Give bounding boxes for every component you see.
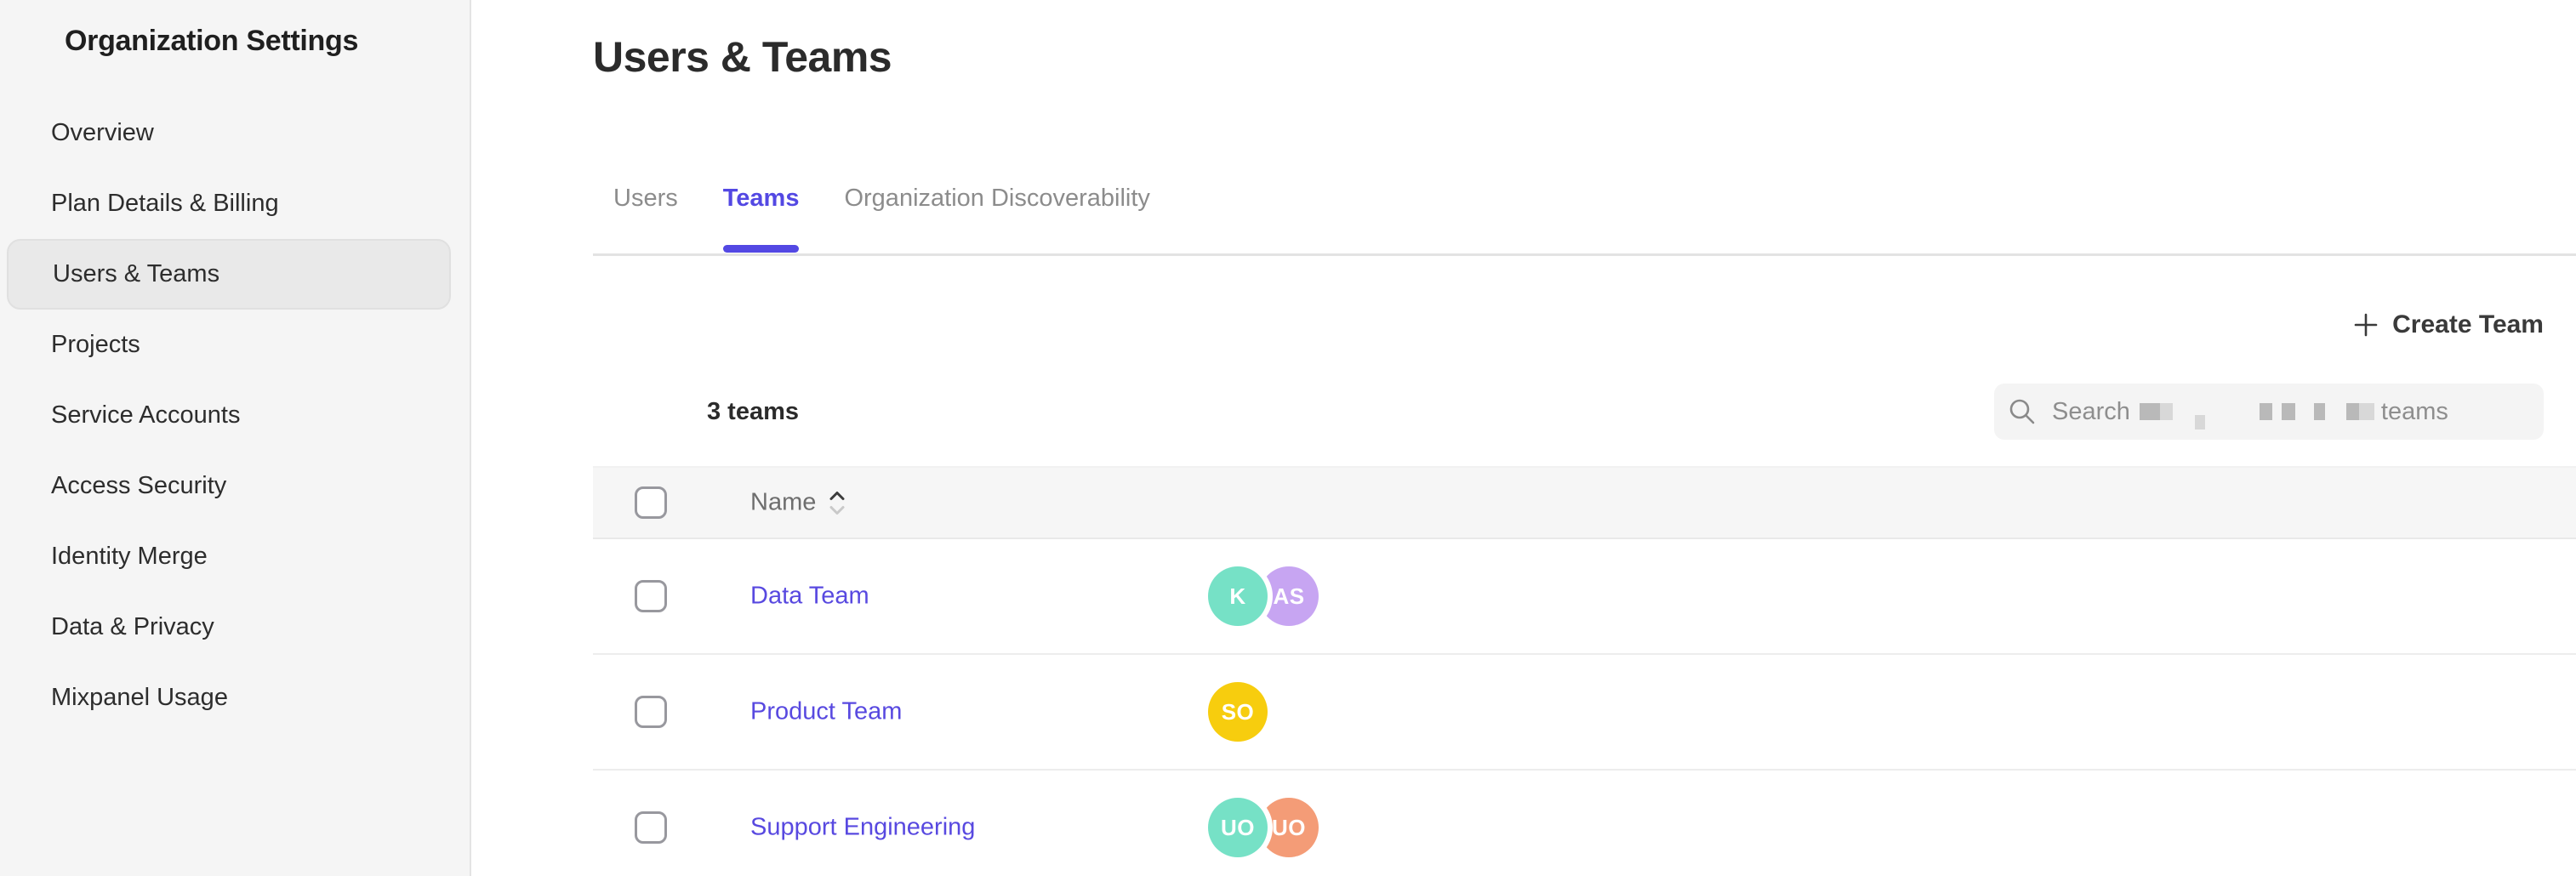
- tab-teams[interactable]: Teams: [722, 183, 800, 253]
- redacted-block: [2194, 414, 2205, 429]
- sidebar-item-mixpanel-usage[interactable]: Mixpanel Usage: [51, 684, 228, 711]
- main-content: Users & Teams Users Teams Organization D…: [471, 0, 2576, 876]
- tab-divider: [593, 253, 2576, 256]
- search-placeholder-suffix: teams: [2380, 397, 2448, 425]
- search-teams-input[interactable]: Search teams: [1994, 384, 2544, 440]
- team-name-link[interactable]: Data Team: [750, 582, 869, 610]
- team-name-link[interactable]: Product Team: [750, 697, 903, 725]
- sidebar-item-service-accounts[interactable]: Service Accounts: [51, 401, 241, 429]
- search-placeholder-prefix: Search: [2052, 397, 2130, 425]
- plus-icon: [2354, 313, 2378, 337]
- avatar: SO: [1208, 682, 1268, 742]
- row-checkbox[interactable]: [635, 580, 667, 612]
- avatar-group: UO UO: [1208, 798, 1319, 857]
- avatar-group: K AS: [1208, 566, 1319, 626]
- redacted-block: [2139, 403, 2160, 420]
- teams-count: 3 teams: [707, 398, 800, 425]
- name-column-header[interactable]: Name: [750, 489, 846, 517]
- teams-table: Name Data Team K AS Product Team: [593, 466, 2576, 876]
- redacted-block: [2259, 403, 2272, 420]
- redacted-block: [2159, 403, 2173, 420]
- name-column-label: Name: [750, 488, 817, 516]
- avatar: AS: [1259, 566, 1319, 626]
- create-team-label: Create Team: [2392, 310, 2544, 338]
- tab-bar: Users Teams Organization Discoverability: [613, 183, 1150, 253]
- create-team-button[interactable]: Create Team: [2353, 306, 2544, 344]
- table-row: Product Team SO: [593, 655, 2576, 771]
- active-tab-underline: [722, 245, 800, 253]
- sort-icon: [829, 491, 845, 515]
- row-checkbox[interactable]: [635, 811, 667, 844]
- sidebar-item-projects[interactable]: Projects: [51, 331, 140, 358]
- avatar: UO: [1259, 798, 1319, 857]
- sidebar-item-access-security[interactable]: Access Security: [51, 472, 227, 499]
- select-all-checkbox[interactable]: [635, 486, 667, 519]
- redacted-block: [2345, 403, 2359, 420]
- redacted-block: [2313, 403, 2325, 420]
- avatar: UO: [1208, 798, 1268, 857]
- sidebar-item-data-privacy[interactable]: Data & Privacy: [51, 613, 214, 640]
- sidebar-title: Organization Settings: [65, 25, 359, 57]
- search-icon: [2009, 399, 2035, 424]
- avatar: K: [1208, 566, 1268, 626]
- sidebar-item-overview[interactable]: Overview: [51, 119, 154, 146]
- tab-users[interactable]: Users: [613, 185, 678, 212]
- table-row: Support Engineering UO UO: [593, 771, 2576, 876]
- avatar-group: SO: [1208, 682, 1268, 742]
- sidebar-item-plan-details-billing[interactable]: Plan Details & Billing: [51, 190, 279, 217]
- sidebar-nav: Overview Plan Details & Billing Users & …: [0, 98, 470, 733]
- page-title: Users & Teams: [593, 33, 892, 81]
- tab-organization-discoverability[interactable]: Organization Discoverability: [844, 185, 1150, 212]
- team-name-link[interactable]: Support Engineering: [750, 813, 976, 841]
- sidebar-item-users-teams[interactable]: Users & Teams: [7, 239, 451, 310]
- sidebar-item-identity-merge[interactable]: Identity Merge: [51, 543, 208, 570]
- table-header-row: Name: [593, 466, 2576, 539]
- tab-teams-label: Teams: [722, 185, 800, 212]
- redacted-block: [2358, 403, 2374, 420]
- row-checkbox[interactable]: [635, 696, 667, 728]
- sidebar: Organization Settings Overview Plan Deta…: [0, 0, 471, 876]
- table-row: Data Team K AS: [593, 539, 2576, 655]
- redacted-block: [2281, 403, 2295, 420]
